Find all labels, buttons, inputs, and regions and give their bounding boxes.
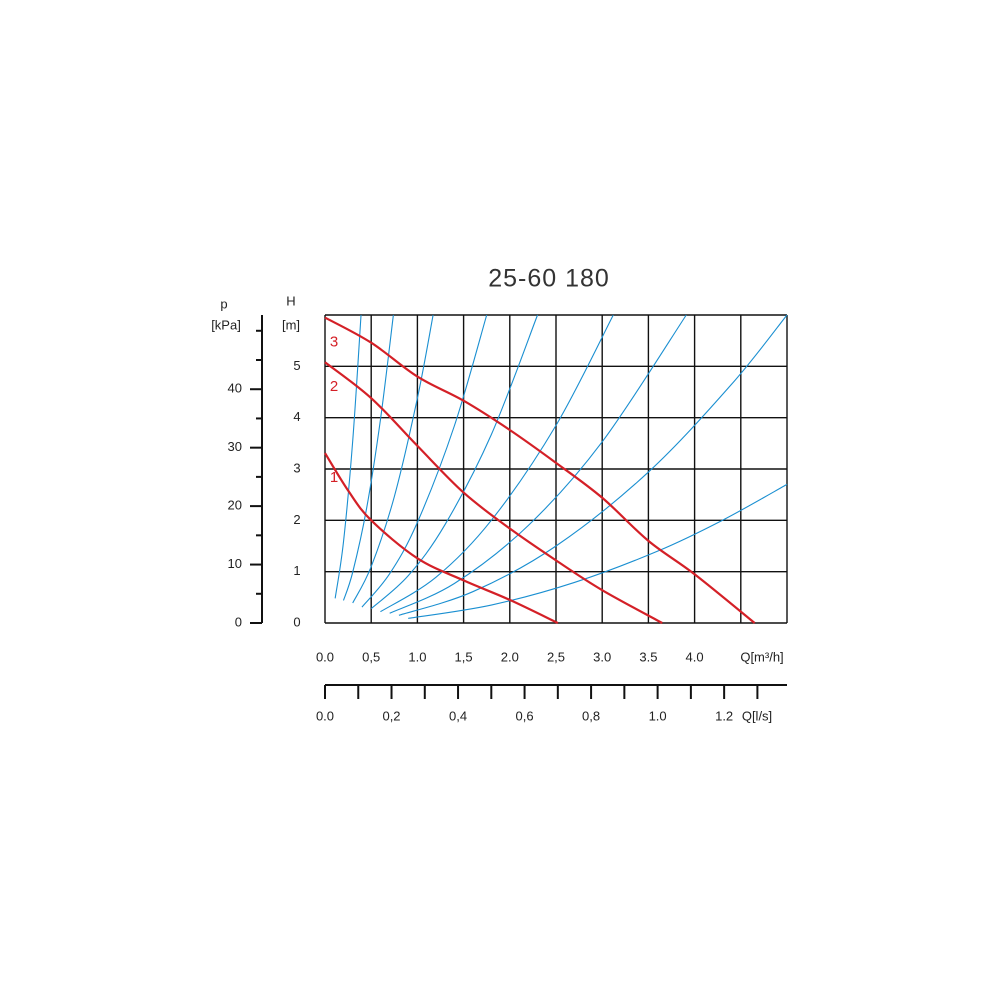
system-curve <box>352 314 434 604</box>
system-curve <box>361 314 488 608</box>
y-axis-label: H <box>286 293 295 308</box>
x2-tick-label: 0,8 <box>582 708 600 723</box>
x-tick-label: 0,5 <box>362 649 380 664</box>
chart-title: 25-60 180 <box>488 265 610 293</box>
y2-tick-label: 20 <box>228 498 242 513</box>
x2-tick-label: 0,2 <box>382 708 400 723</box>
system-curve <box>408 483 788 619</box>
pump-curve <box>324 361 663 624</box>
system-curve <box>389 314 687 614</box>
pump-curve <box>324 452 559 624</box>
x-tick-label: 4.0 <box>686 649 704 664</box>
curve-label: 3 <box>330 334 338 351</box>
y2-axis-unit: [kPa] <box>211 317 241 332</box>
y2-axis-label: p <box>220 296 227 311</box>
system-curve <box>380 314 614 613</box>
x-axis-label: Q[m³/h] <box>740 649 783 664</box>
y2-tick-label: 40 <box>228 381 242 396</box>
curve-label: 1 <box>330 469 338 486</box>
y-tick-label: 0 <box>293 614 300 629</box>
x2-tick-label: 1.2 <box>715 708 733 723</box>
x-tick-label: 1,5 <box>455 649 473 664</box>
x2-tick-label: 1.0 <box>649 708 667 723</box>
curve-label: 2 <box>330 378 338 395</box>
x-tick-label: 3.5 <box>639 649 657 664</box>
system-curve <box>398 314 788 616</box>
y2-tick-label: 10 <box>228 556 242 571</box>
x2-tick-label: 0.0 <box>316 708 334 723</box>
y-tick-label: 4 <box>293 409 300 424</box>
x-tick-label: 1.0 <box>408 649 426 664</box>
x2-tick-label: 0,6 <box>516 708 534 723</box>
pump-curve <box>324 316 756 624</box>
y2-tick-label: 30 <box>228 439 242 454</box>
x-tick-label: 2,5 <box>547 649 565 664</box>
system-curve <box>342 314 394 601</box>
y2-tick-label: 0 <box>235 614 242 629</box>
x-tick-label: 0.0 <box>316 649 334 664</box>
system-curve <box>334 314 362 599</box>
x2-axis-label: Q[l/s] <box>742 708 772 723</box>
x-tick-label: 3.0 <box>593 649 611 664</box>
y-tick-label: 1 <box>293 563 300 578</box>
system-curve <box>370 314 539 610</box>
x2-tick-label: 0,4 <box>449 708 467 723</box>
y-tick-label: 3 <box>293 460 300 475</box>
y-axis-unit: [m] <box>282 317 300 332</box>
y-tick-label: 5 <box>293 358 300 373</box>
y-tick-label: 2 <box>293 512 300 527</box>
x-tick-label: 2.0 <box>501 649 519 664</box>
